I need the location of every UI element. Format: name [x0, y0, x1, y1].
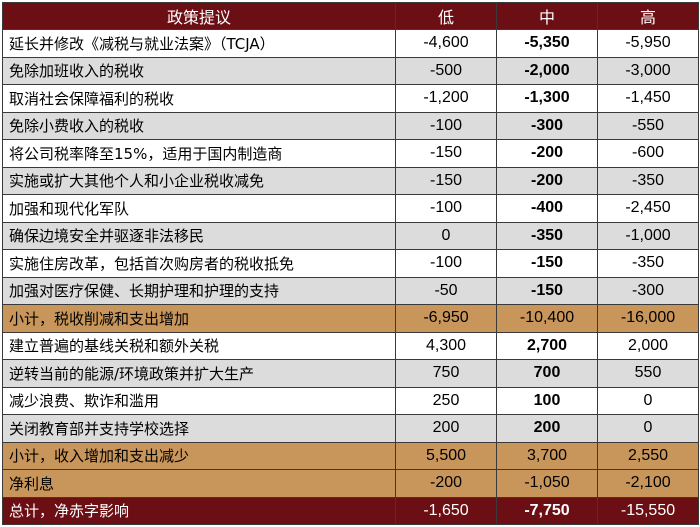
row-value-low: 5,500: [395, 441, 497, 470]
row-value-high: 2,550: [597, 441, 699, 470]
row-value-mid: 200: [496, 414, 598, 443]
row-value-mid: -300: [496, 111, 598, 140]
row-value-low: -150: [395, 139, 497, 168]
row-value-high: -300: [597, 276, 699, 305]
row-value-high: -2,450: [597, 194, 699, 223]
row-label: 取消社会保障福利的税收: [2, 84, 396, 113]
row-label: 加强对医疗保健、长期护理和护理的支持: [2, 276, 396, 305]
row-value-low: -100: [395, 194, 497, 223]
table-row: 减少浪费、欺诈和滥用 250 100 0: [2, 386, 699, 415]
row-value-low: -150: [395, 166, 497, 195]
row-value-high: -16,000: [597, 304, 699, 333]
row-label: 净利息: [2, 469, 396, 498]
row-value-low: 250: [395, 386, 497, 415]
row-value-high: -1,450: [597, 84, 699, 113]
row-value-mid: 3,700: [496, 441, 598, 470]
table-row: 小计，收入增加和支出减少 5,500 3,700 2,550: [2, 441, 699, 470]
row-value-high: -550: [597, 111, 699, 140]
table-row: 总计，净赤字影响 -1,650 -7,750 -15,550: [2, 496, 699, 525]
row-label: 建立普遍的基线关税和额外关税: [2, 331, 396, 360]
row-label: 逆转当前的能源/环境政策并扩大生产: [2, 359, 396, 388]
row-value-low: -1,200: [395, 84, 497, 113]
row-value-mid: -150: [496, 249, 598, 278]
row-value-high: -350: [597, 166, 699, 195]
row-value-mid: 700: [496, 359, 598, 388]
header-low: 低: [395, 2, 497, 30]
row-value-low: -50: [395, 276, 497, 305]
table-row: 实施住房改革，包括首次购房者的税收抵免 -100 -150 -350: [2, 249, 699, 278]
row-value-mid: -1,050: [496, 469, 598, 498]
table-row: 免除加班收入的税收 -500 -2,000 -3,000: [2, 56, 699, 85]
row-value-low: 4,300: [395, 331, 497, 360]
row-label: 免除加班收入的税收: [2, 56, 396, 85]
row-value-low: 200: [395, 414, 497, 443]
row-value-high: -5,950: [597, 29, 699, 58]
row-value-low: -100: [395, 249, 497, 278]
row-label: 将公司税率降至15%，适用于国内制造商: [2, 139, 396, 168]
row-value-mid: -400: [496, 194, 598, 223]
row-value-low: -200: [395, 469, 497, 498]
header-mid: 中: [496, 2, 598, 30]
row-value-high: 0: [597, 386, 699, 415]
row-value-high: -600: [597, 139, 699, 168]
row-value-mid: -10,400: [496, 304, 598, 333]
table-row: 免除小费收入的税收 -100 -300 -550: [2, 111, 699, 140]
header-row: 政策提议 低 中 高: [2, 2, 699, 30]
row-value-mid: -7,750: [496, 496, 598, 525]
row-label: 免除小费收入的税收: [2, 111, 396, 140]
row-value-low: -6,950: [395, 304, 497, 333]
table-row: 实施或扩大其他个人和小企业税收减免 -150 -200 -350: [2, 166, 699, 195]
table-row: 加强对医疗保健、长期护理和护理的支持 -50 -150 -300: [2, 276, 699, 305]
row-value-low: -1,650: [395, 496, 497, 525]
table-row: 确保边境安全并驱逐非法移民 0 -350 -1,000: [2, 221, 699, 250]
row-label: 小计，税收削减和支出增加: [2, 304, 396, 333]
table-row: 关闭教育部并支持学校选择 200 200 0: [2, 414, 699, 443]
table-row: 建立普遍的基线关税和额外关税 4,300 2,700 2,000: [2, 331, 699, 360]
table-row: 将公司税率降至15%，适用于国内制造商 -150 -200 -600: [2, 139, 699, 168]
row-value-mid: -200: [496, 139, 598, 168]
row-value-high: -15,550: [597, 496, 699, 525]
row-value-mid: -2,000: [496, 56, 598, 85]
row-value-low: 750: [395, 359, 497, 388]
row-value-high: 0: [597, 414, 699, 443]
row-value-mid: -5,350: [496, 29, 598, 58]
row-label: 加强和现代化军队: [2, 194, 396, 223]
row-value-mid: -1,300: [496, 84, 598, 113]
row-label: 实施或扩大其他个人和小企业税收减免: [2, 166, 396, 195]
row-label: 实施住房改革，包括首次购房者的税收抵免: [2, 249, 396, 278]
row-label: 总计，净赤字影响: [2, 496, 396, 525]
row-value-mid: -200: [496, 166, 598, 195]
row-value-mid: -350: [496, 221, 598, 250]
row-label: 关闭教育部并支持学校选择: [2, 414, 396, 443]
row-value-high: 2,000: [597, 331, 699, 360]
row-value-low: -4,600: [395, 29, 497, 58]
table-row: 加强和现代化军队 -100 -400 -2,450: [2, 194, 699, 223]
table-row: 延长并修改《减税与就业法案》（TCJA） -4,600 -5,350 -5,950: [2, 29, 699, 58]
header-policy: 政策提议: [2, 2, 396, 30]
row-value-low: 0: [395, 221, 497, 250]
header-high: 高: [597, 2, 699, 30]
table-row: 净利息 -200 -1,050 -2,100: [2, 469, 699, 498]
row-label: 减少浪费、欺诈和滥用: [2, 386, 396, 415]
table-row: 小计，税收削减和支出增加 -6,950 -10,400 -16,000: [2, 304, 699, 333]
row-value-mid: -150: [496, 276, 598, 305]
table-row: 取消社会保障福利的税收 -1,200 -1,300 -1,450: [2, 84, 699, 113]
row-value-high: -2,100: [597, 469, 699, 498]
row-value-high: 550: [597, 359, 699, 388]
row-value-high: -3,000: [597, 56, 699, 85]
row-label: 确保边境安全并驱逐非法移民: [2, 221, 396, 250]
row-label: 小计，收入增加和支出减少: [2, 441, 396, 470]
row-value-mid: 2,700: [496, 331, 598, 360]
row-value-high: -1,000: [597, 221, 699, 250]
row-label: 延长并修改《减税与就业法案》（TCJA）: [2, 29, 396, 58]
table-row: 逆转当前的能源/环境政策并扩大生产 750 700 550: [2, 359, 699, 388]
row-value-mid: 100: [496, 386, 598, 415]
row-value-high: -350: [597, 249, 699, 278]
row-value-low: -500: [395, 56, 497, 85]
row-value-low: -100: [395, 111, 497, 140]
